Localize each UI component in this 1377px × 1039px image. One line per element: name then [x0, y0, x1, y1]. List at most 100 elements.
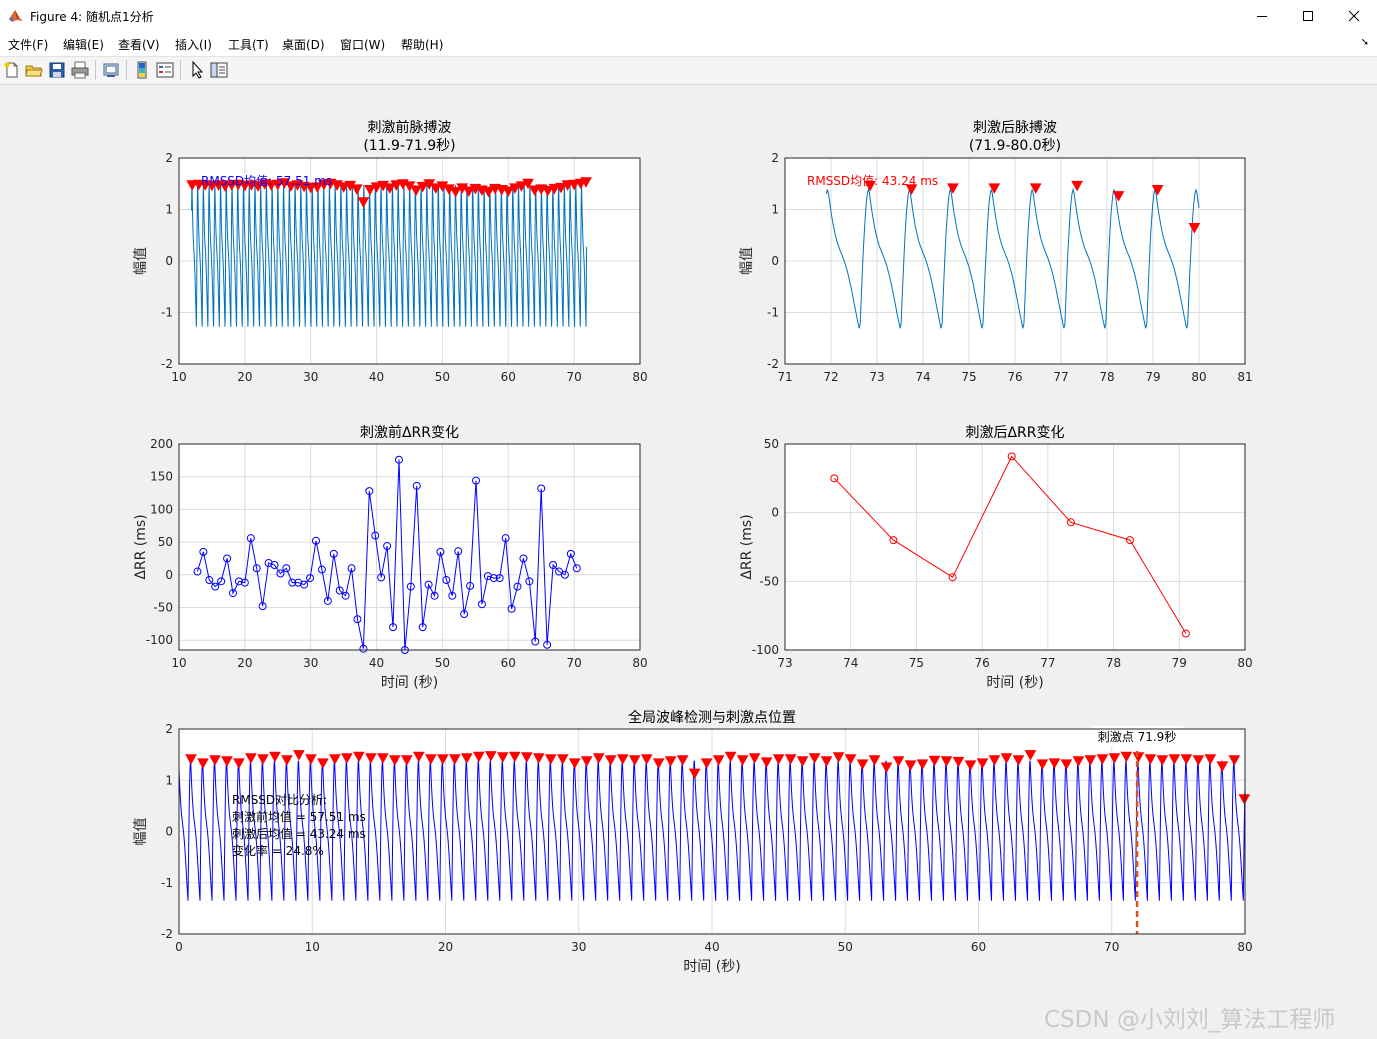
close-button[interactable] [1331, 0, 1377, 31]
drr-point [329, 549, 338, 558]
drr-point [270, 560, 279, 569]
stimulus-label: 刺激点 71.9秒 [1091, 726, 1184, 746]
drr-point [264, 559, 273, 568]
minimize-button[interactable] [1239, 0, 1285, 31]
y-tick-label: -100 [752, 643, 779, 657]
x-tick-label: 60 [501, 370, 516, 384]
peak-marker [1048, 758, 1061, 769]
x-tick-label: 50 [435, 370, 450, 384]
drr-point [246, 534, 255, 543]
close-icon [1348, 10, 1360, 21]
peak-marker [724, 751, 737, 763]
drr-point [240, 578, 249, 587]
drr-point [889, 536, 898, 545]
peak-marker [318, 179, 330, 191]
peak-marker [952, 756, 965, 768]
y-tick-label: 1 [165, 203, 173, 217]
x-tick-label: 60 [501, 656, 516, 670]
print-preview-icon[interactable] [102, 61, 120, 79]
peak-marker [1151, 184, 1164, 196]
drr-point [353, 615, 362, 624]
peak-marker [484, 751, 497, 762]
y-tick-label: -50 [759, 574, 779, 588]
peak-marker [285, 181, 297, 192]
peak-marker [252, 181, 264, 192]
drr-point [317, 565, 326, 574]
peak-marker [311, 182, 324, 193]
menu-help[interactable]: 帮助(H) [401, 38, 444, 52]
print-icon[interactable] [71, 61, 89, 79]
pulse-line [178, 760, 1246, 901]
x-tick-label: 10 [171, 656, 186, 670]
drr-point [199, 547, 208, 556]
peak-marker [1238, 794, 1251, 805]
peak-marker [796, 756, 809, 767]
open-file-icon[interactable] [25, 61, 43, 79]
peak-marker [305, 754, 317, 765]
menu-desktop[interactable]: 桌面(D) [282, 38, 325, 52]
drr-line [833, 455, 1187, 634]
peak-marker [1180, 754, 1193, 765]
peak-marker [928, 755, 941, 767]
drr-point [525, 577, 534, 586]
colorbar-icon[interactable] [133, 61, 151, 79]
plot-background [785, 444, 1245, 650]
peak-marker [1216, 761, 1229, 772]
peak-marker [390, 180, 403, 191]
axes-frame [178, 157, 641, 365]
y-axis-label: 幅值 [133, 818, 149, 846]
drr-point [1066, 518, 1075, 527]
save-icon[interactable] [48, 61, 66, 79]
x-axis-label: 时间 (秒) [986, 675, 1043, 691]
peak-marker [820, 756, 833, 767]
property-inspector-icon[interactable] [210, 61, 228, 79]
menu-insert[interactable]: 插入(I) [175, 38, 212, 52]
y-tick-label: 0 [165, 568, 173, 582]
rmssd-comparison-line: 变化率 = 24.8% [232, 843, 324, 858]
menu-edit[interactable]: 编辑(E) [63, 38, 104, 52]
drr-point [424, 580, 433, 589]
peak-marker [1120, 751, 1133, 763]
peak-marker [337, 182, 350, 193]
peak-marker [784, 754, 797, 765]
menu-window[interactable]: 窗口(W) [340, 38, 386, 52]
peak-marker [1071, 180, 1083, 192]
rmssd-annotation: RMSSD均值: 57.51 ms [201, 173, 332, 188]
toolbar-separator [180, 60, 181, 80]
y-axis-label: ΔRR (ms) [739, 514, 755, 579]
axes-frame [178, 728, 1246, 935]
peak-marker [864, 180, 876, 192]
new-figure-icon[interactable] [3, 61, 21, 79]
menu-expand-icon[interactable]: ➘ [1360, 37, 1369, 48]
chart-subtitle: (11.9-71.9秒) [363, 138, 455, 154]
menu-file[interactable]: 文件(F) [8, 38, 49, 52]
x-tick-label: 10 [171, 370, 186, 384]
menu-view[interactable]: 查看(V) [118, 38, 160, 52]
peak-marker [460, 753, 473, 764]
drr-point [365, 487, 374, 496]
peak-marker [988, 183, 1001, 194]
peak-marker [556, 754, 569, 765]
peak-marker [239, 180, 251, 192]
menu-tools[interactable]: 工具(T) [228, 38, 269, 52]
maximize-button[interactable] [1285, 0, 1331, 31]
drr-point [306, 574, 315, 583]
x-tick-label: 76 [1007, 370, 1022, 384]
x-tick-label: 60 [971, 940, 986, 954]
drr-point [519, 554, 528, 563]
peak-marker [1156, 755, 1169, 766]
drr-point [193, 567, 202, 576]
peak-marker [1012, 755, 1025, 766]
peak-marker [317, 758, 329, 769]
select-arrow-icon[interactable] [188, 61, 206, 79]
drr-point [948, 573, 957, 582]
x-tick-label: 78 [1106, 656, 1121, 670]
peak-marker [353, 751, 365, 763]
legend-icon[interactable] [156, 61, 174, 79]
rmssd-comparison-line: 刺激后均值 = 43.24 ms [232, 826, 366, 841]
peak-marker [844, 754, 857, 765]
window-title: Figure 4: 随机点1分析 [30, 10, 154, 24]
drr-point [442, 576, 451, 585]
peak-marker [856, 759, 869, 770]
drr-point [217, 577, 226, 586]
